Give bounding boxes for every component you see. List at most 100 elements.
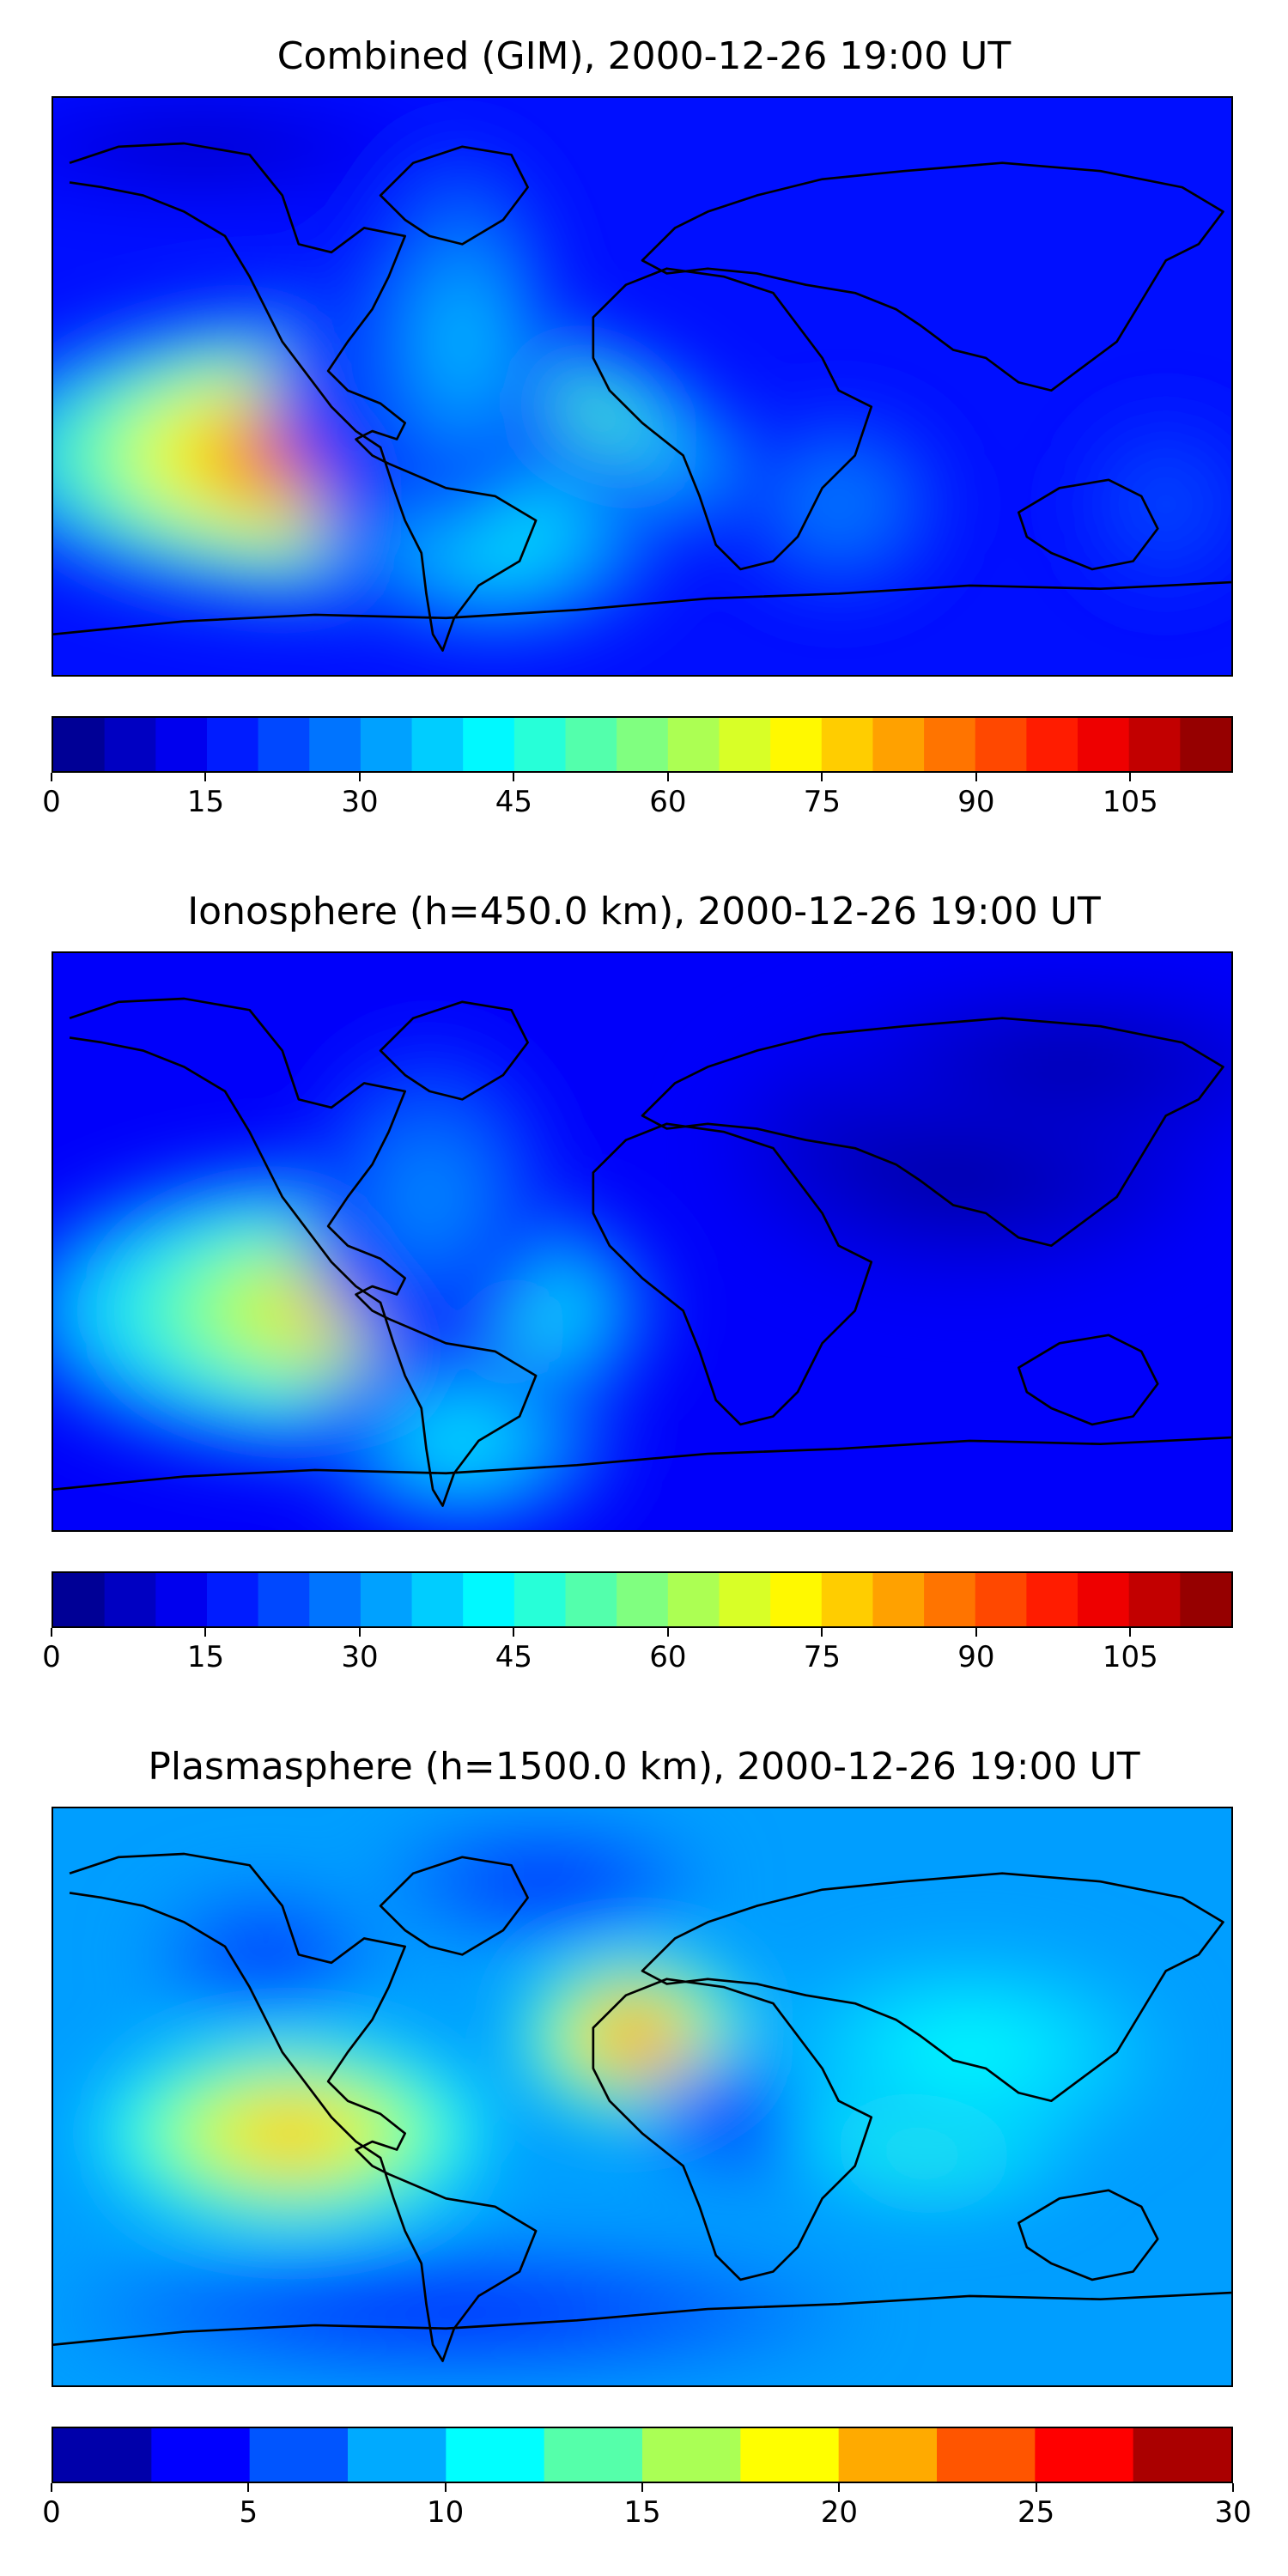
colorbar-swatch [770, 1573, 823, 1626]
colorbar-tick-label: 45 [495, 785, 533, 819]
panel-title: Combined (GIM), 2000-12-26 19:00 UT [276, 34, 1012, 78]
colorbar-tick [641, 2483, 643, 2492]
colorbar-swatch [411, 718, 465, 771]
colorbar-tick [821, 1628, 823, 1637]
coastline [1017, 2189, 1159, 2281]
coastline [592, 1122, 873, 1426]
colorbar-tick [975, 1628, 977, 1637]
field-contour [720, 2104, 761, 2130]
colorbar-tick-label: 15 [186, 1640, 225, 1674]
colorbar-swatch [360, 1573, 413, 1626]
colorbar-tick [444, 2483, 447, 2492]
colorbar-tick-label: 25 [1018, 2495, 1055, 2530]
colorbar-swatch [1180, 1573, 1231, 1626]
colorbar-tick [358, 773, 361, 781]
colorbar-swatch [513, 718, 567, 771]
colorbar-swatch [642, 2428, 742, 2482]
colorbar-combined [52, 716, 1233, 773]
coastline [592, 1978, 873, 2281]
colorbar-swatch [513, 1573, 567, 1626]
colorbar-tick-label: 15 [623, 2495, 661, 2530]
colorbar-tick-label: 90 [957, 785, 995, 819]
colorbar-tick-label: 0 [42, 1640, 61, 1674]
colorbar-swatch [838, 2428, 938, 2482]
panel-title: Plasmasphere (h=1500.0 km), 2000-12-26 1… [148, 1745, 1140, 1789]
colorbar-swatch [770, 718, 823, 771]
colorbar-tick [204, 773, 207, 781]
colorbar-tick-label: 90 [957, 1640, 995, 1674]
colorbar-tick-label: 10 [427, 2495, 465, 2530]
colorbar-swatch [924, 718, 976, 771]
colorbar-swatch [155, 718, 208, 771]
field-contour [1145, 484, 1186, 524]
colorbar-tick-label: 60 [649, 1640, 687, 1674]
coastline [641, 1017, 1224, 1248]
colorbar-swatch [975, 1573, 1028, 1626]
colorbar-swatch [1128, 718, 1182, 771]
colorbar-swatch [1078, 718, 1130, 771]
colorbar-swatch [937, 2428, 1036, 2482]
colorbar-ionosphere [52, 1571, 1233, 1628]
colorbar-tick [975, 773, 977, 781]
colorbar-tick [51, 773, 52, 781]
colorbar-swatch [155, 1573, 208, 1626]
colorbar-swatch [206, 1573, 259, 1626]
colorbar-tick-label: 0 [42, 2495, 61, 2530]
colorbar-tick [821, 773, 823, 781]
colorbar-swatch [1026, 1573, 1078, 1626]
colorbar-swatch [309, 1573, 361, 1626]
colorbar-swatch [544, 2428, 643, 2482]
colorbar-swatch [360, 718, 413, 771]
colorbar-swatch [1128, 1573, 1182, 1626]
colorbar-tick-label: 20 [820, 2495, 858, 2530]
colorbar-tick [1129, 1628, 1132, 1637]
colorbar-tick [1232, 2483, 1234, 2492]
colorbar-swatch [206, 718, 259, 771]
colorbar-swatch [151, 2428, 251, 2482]
colorbar-tick [513, 773, 515, 781]
field-contour [251, 2113, 331, 2154]
field-contour [611, 2020, 658, 2052]
colorbar-tick-label: 75 [803, 785, 841, 819]
field-contour [815, 484, 862, 524]
colorbar-tick-label: 45 [495, 1640, 533, 1674]
colorbar-swatch [1133, 2428, 1231, 2482]
colorbar-swatch [446, 2428, 545, 2482]
colorbar-tick [1035, 2483, 1037, 2492]
coastline [379, 1000, 529, 1101]
coastline [641, 1872, 1224, 2103]
colorbar-swatch [104, 718, 157, 771]
colorbar-swatch [821, 1573, 874, 1626]
tec-map-ionosphere [52, 951, 1233, 1532]
colorbar-tick-label: 30 [341, 1640, 379, 1674]
field-contour [429, 1421, 495, 1461]
colorbar-swatch [1026, 718, 1078, 771]
coastline [1017, 478, 1159, 571]
colorbar-swatch [411, 1573, 465, 1626]
colorbar-tick-label: 0 [42, 785, 61, 819]
colorbar-swatch [463, 718, 515, 771]
colorbar-swatch [565, 718, 617, 771]
colorbar-tick [204, 1628, 207, 1637]
colorbar-swatch [617, 718, 669, 771]
colorbar-tick-label: 5 [239, 2495, 258, 2530]
panel-title: Ionosphere (h=450.0 km), 2000-12-26 19:0… [187, 890, 1101, 933]
tec-map-combined [52, 96, 1233, 677]
colorbar-tick [51, 1628, 52, 1637]
colorbar-swatch [53, 1573, 106, 1626]
colorbar-swatch [53, 2428, 153, 2482]
colorbar-swatch [872, 718, 925, 771]
field-contour [1018, 1050, 1117, 1084]
colorbar-tick-label: 105 [1102, 1640, 1158, 1674]
coastline [69, 997, 538, 1507]
colorbar-swatch [463, 1573, 515, 1626]
colorbar-tick [513, 1628, 515, 1637]
colorbar-tick-label: 15 [186, 785, 225, 819]
field-contour [403, 1164, 456, 1230]
colorbar-tick [1129, 773, 1132, 781]
colorbar-swatch [719, 718, 771, 771]
colorbar-swatch [565, 1573, 617, 1626]
colorbar-swatch [719, 1573, 771, 1626]
colorbar-swatch [975, 718, 1028, 771]
colorbar-plasmasphere [52, 2427, 1233, 2483]
